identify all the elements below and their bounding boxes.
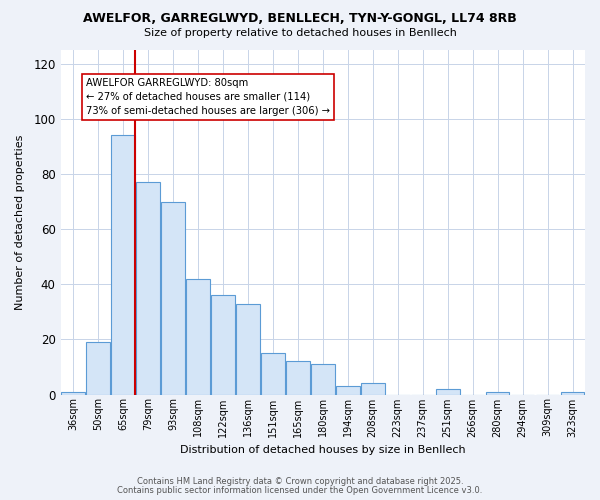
Bar: [136, 182, 160, 394]
Bar: [186, 279, 210, 394]
Text: AWELFOR GARREGLWYD: 80sqm
← 27% of detached houses are smaller (114)
73% of semi: AWELFOR GARREGLWYD: 80sqm ← 27% of detac…: [86, 78, 329, 116]
Bar: [86, 342, 110, 394]
Bar: [361, 384, 385, 394]
Bar: [286, 362, 310, 394]
Bar: [111, 136, 135, 394]
Bar: [436, 389, 460, 394]
Text: Contains public sector information licensed under the Open Government Licence v3: Contains public sector information licen…: [118, 486, 482, 495]
Bar: [61, 392, 85, 394]
Bar: [311, 364, 335, 394]
Bar: [486, 392, 509, 394]
X-axis label: Distribution of detached houses by size in Benllech: Distribution of detached houses by size …: [180, 445, 466, 455]
Bar: [336, 386, 359, 394]
Bar: [161, 202, 185, 394]
Bar: [211, 296, 235, 394]
Text: Contains HM Land Registry data © Crown copyright and database right 2025.: Contains HM Land Registry data © Crown c…: [137, 477, 463, 486]
Text: AWELFOR, GARREGLWYD, BENLLECH, TYN-Y-GONGL, LL74 8RB: AWELFOR, GARREGLWYD, BENLLECH, TYN-Y-GON…: [83, 12, 517, 26]
Bar: [236, 304, 260, 394]
Text: Size of property relative to detached houses in Benllech: Size of property relative to detached ho…: [143, 28, 457, 38]
Bar: [560, 392, 584, 394]
Y-axis label: Number of detached properties: Number of detached properties: [15, 134, 25, 310]
Bar: [261, 353, 285, 395]
